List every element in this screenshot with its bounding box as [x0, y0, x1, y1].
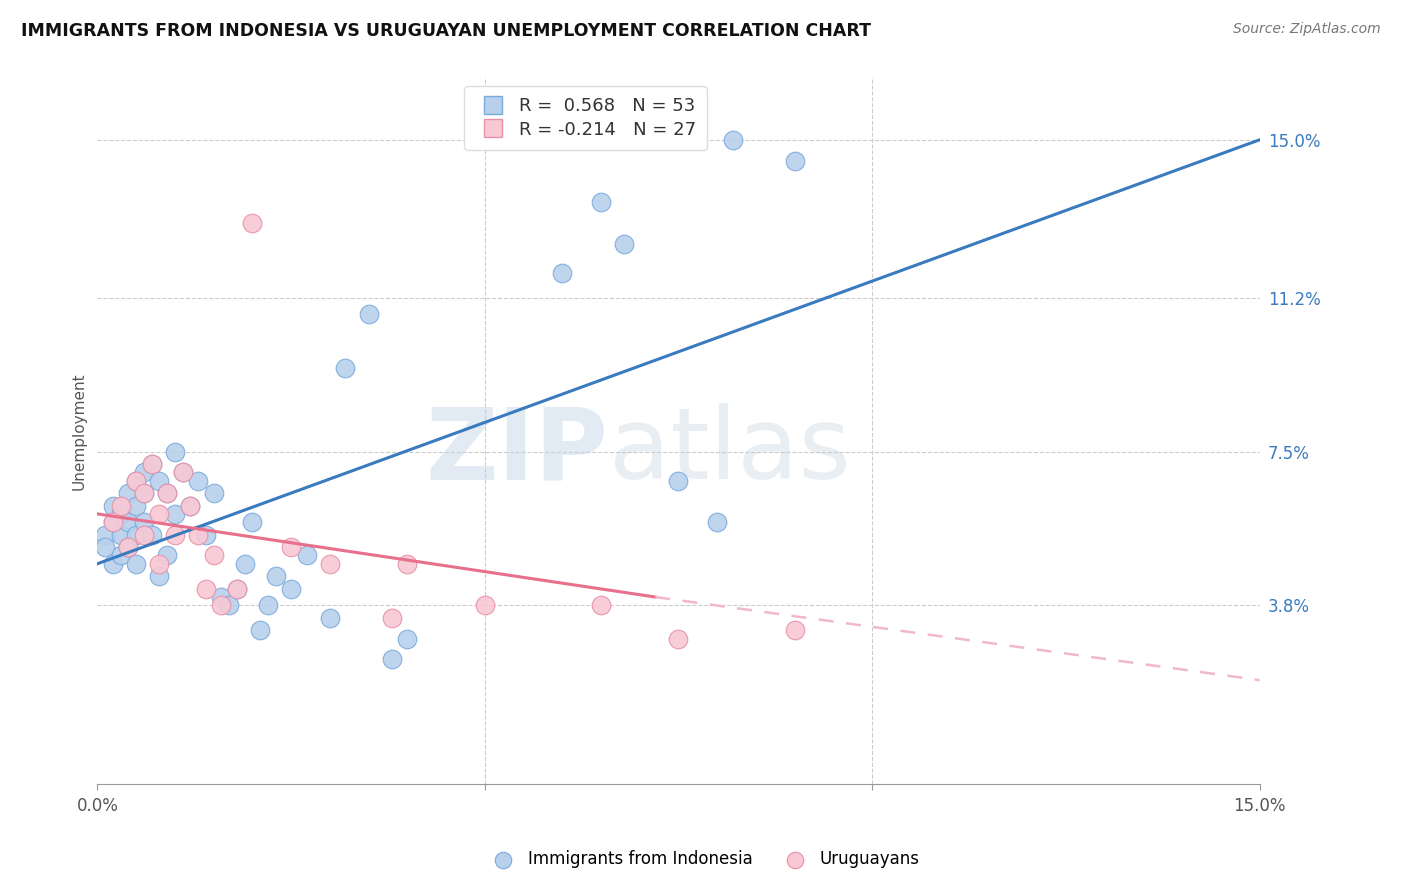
Point	[249, 624, 271, 638]
Point	[357, 307, 380, 321]
Point	[209, 590, 232, 604]
Point	[148, 507, 170, 521]
Legend: R =  0.568   N = 53, R = -0.214   N = 27: R = 0.568 N = 53, R = -0.214 N = 27	[464, 87, 707, 150]
Point	[101, 515, 124, 529]
Point	[225, 582, 247, 596]
Point	[125, 557, 148, 571]
Point	[240, 515, 263, 529]
Point	[156, 486, 179, 500]
Point	[163, 444, 186, 458]
Text: Source: ZipAtlas.com: Source: ZipAtlas.com	[1233, 22, 1381, 37]
Point	[156, 549, 179, 563]
Y-axis label: Unemployment: Unemployment	[72, 372, 86, 490]
Point	[474, 599, 496, 613]
Point	[319, 611, 342, 625]
Point	[179, 499, 201, 513]
Point	[156, 486, 179, 500]
Point	[589, 599, 612, 613]
Point	[280, 582, 302, 596]
Point	[132, 466, 155, 480]
Legend: Immigrants from Indonesia, Uruguayans: Immigrants from Indonesia, Uruguayans	[479, 844, 927, 875]
Point	[117, 540, 139, 554]
Text: IMMIGRANTS FROM INDONESIA VS URUGUAYAN UNEMPLOYMENT CORRELATION CHART: IMMIGRANTS FROM INDONESIA VS URUGUAYAN U…	[21, 22, 872, 40]
Point	[163, 527, 186, 541]
Point	[110, 499, 132, 513]
Point	[233, 557, 256, 571]
Point	[132, 515, 155, 529]
Point	[264, 569, 287, 583]
Point	[194, 527, 217, 541]
Point	[280, 540, 302, 554]
Point	[172, 466, 194, 480]
Point	[117, 486, 139, 500]
Point	[396, 632, 419, 646]
Point	[110, 527, 132, 541]
Point	[194, 582, 217, 596]
Point	[125, 499, 148, 513]
Point	[319, 557, 342, 571]
Point	[381, 652, 404, 666]
Point	[117, 540, 139, 554]
Point	[256, 599, 278, 613]
Point	[225, 582, 247, 596]
Point	[187, 527, 209, 541]
Point	[94, 527, 117, 541]
Point	[125, 474, 148, 488]
Point	[141, 457, 163, 471]
Point	[179, 499, 201, 513]
Point	[706, 515, 728, 529]
Point	[396, 557, 419, 571]
Point	[721, 133, 744, 147]
Point	[125, 527, 148, 541]
Point	[132, 486, 155, 500]
Point	[132, 527, 155, 541]
Point	[218, 599, 240, 613]
Point	[117, 515, 139, 529]
Point	[94, 540, 117, 554]
Point	[141, 457, 163, 471]
Point	[172, 466, 194, 480]
Point	[589, 195, 612, 210]
Point	[551, 266, 574, 280]
Point	[187, 474, 209, 488]
Point	[783, 153, 806, 168]
Point	[240, 216, 263, 230]
Point	[132, 486, 155, 500]
Point	[141, 527, 163, 541]
Point	[148, 474, 170, 488]
Point	[202, 486, 225, 500]
Text: ZIP: ZIP	[426, 403, 609, 500]
Point	[110, 549, 132, 563]
Point	[381, 611, 404, 625]
Point	[613, 236, 636, 251]
Point	[101, 557, 124, 571]
Point	[148, 569, 170, 583]
Point	[101, 515, 124, 529]
Point	[668, 474, 690, 488]
Point	[668, 632, 690, 646]
Point	[125, 474, 148, 488]
Point	[148, 557, 170, 571]
Point	[209, 599, 232, 613]
Point	[335, 361, 357, 376]
Point	[163, 507, 186, 521]
Point	[202, 549, 225, 563]
Text: atlas: atlas	[609, 403, 851, 500]
Point	[295, 549, 318, 563]
Point	[783, 624, 806, 638]
Point	[110, 507, 132, 521]
Point	[101, 499, 124, 513]
